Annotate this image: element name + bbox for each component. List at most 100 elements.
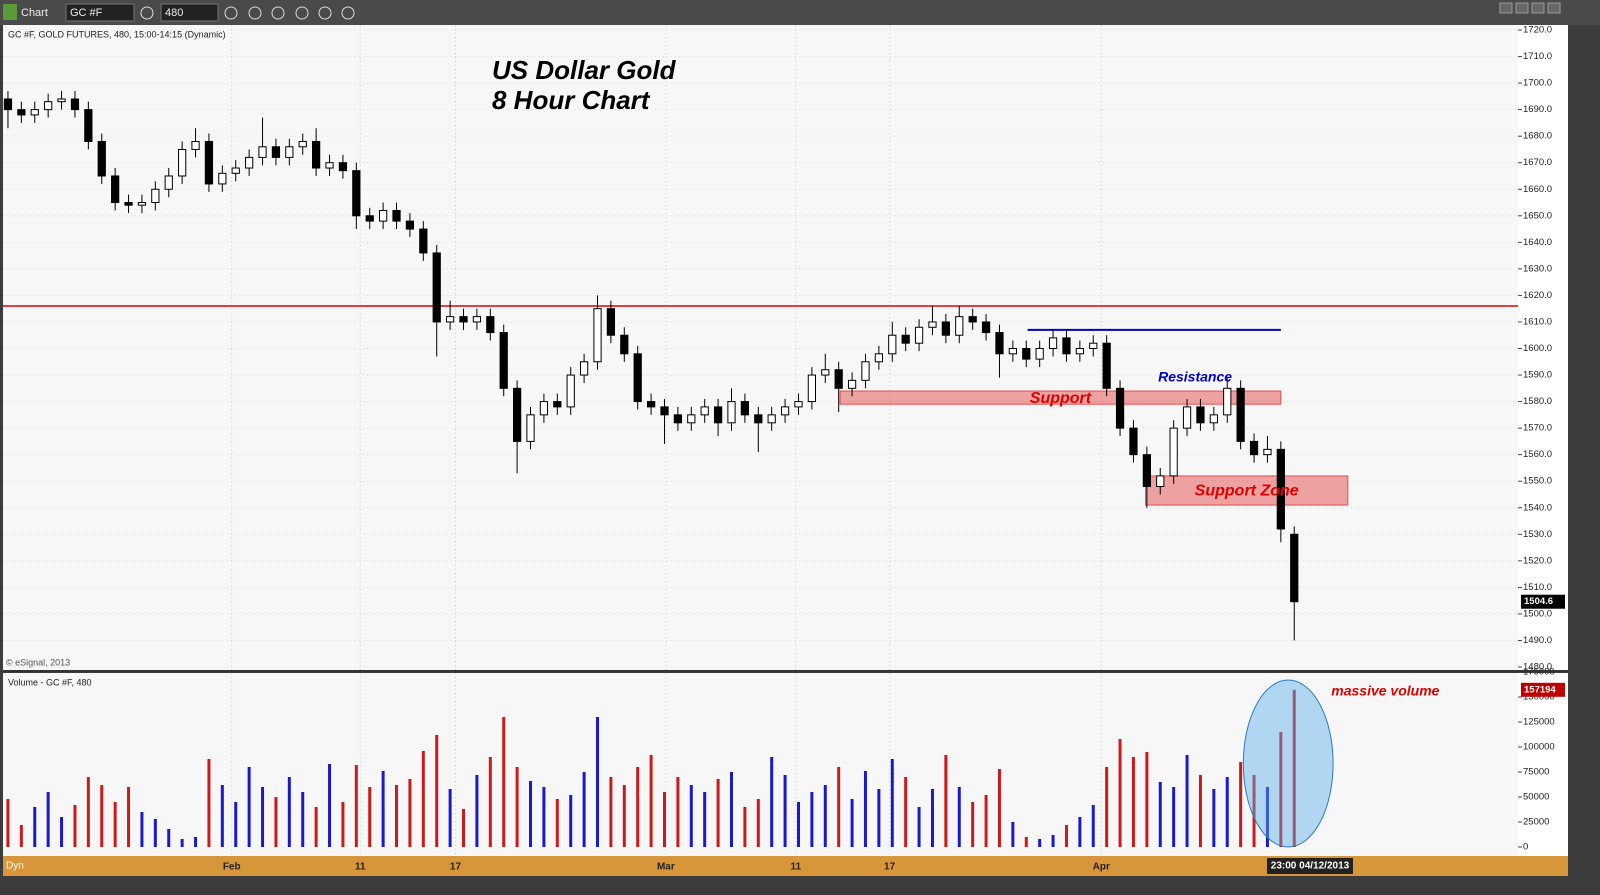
volume-bar <box>756 799 760 847</box>
candle-body <box>459 316 468 323</box>
volume-bar <box>1225 777 1229 847</box>
candle-body <box>566 374 575 408</box>
y-tick-label: 1550.0 <box>1523 476 1552 487</box>
volume-bar <box>703 792 707 847</box>
candle-body <box>472 316 482 323</box>
candle-body <box>981 321 991 334</box>
candle-body <box>968 316 977 323</box>
candle-body <box>245 156 254 169</box>
candle-body <box>445 316 455 323</box>
candle-body <box>1182 406 1192 429</box>
mode-label[interactable]: Dyn <box>6 861 24 872</box>
time-axis <box>3 856 1568 876</box>
volume-bar <box>381 771 385 847</box>
volume-bar <box>247 767 251 847</box>
volume-bar <box>153 819 157 847</box>
volume-title: Volume - GC #F, 480 <box>8 677 92 687</box>
settings-button[interactable] <box>140 6 154 20</box>
candle-body <box>151 188 160 204</box>
candle-body <box>3 98 13 111</box>
volume-bar <box>649 755 653 847</box>
candle-body <box>379 209 388 222</box>
candle-body <box>97 140 106 177</box>
candle-body <box>1249 440 1259 456</box>
volume-bar <box>1024 837 1028 847</box>
volume-bar <box>515 767 519 847</box>
cursor-time: 23:00 04/12/2013 <box>1271 861 1350 872</box>
candle-body <box>713 406 723 424</box>
volume-bar <box>234 802 238 847</box>
y-tick-label: 1540.0 <box>1523 502 1552 513</box>
volume-bar <box>1011 822 1015 847</box>
volume-bar <box>448 789 452 847</box>
candle-body <box>70 98 80 111</box>
candle-body <box>834 369 843 389</box>
volume-tick-label: 100000 <box>1523 742 1555 753</box>
volume-bar <box>529 781 533 847</box>
volume-bar <box>180 839 184 847</box>
candle-body <box>660 406 669 416</box>
volume-bar <box>274 797 278 847</box>
candle-body <box>928 321 937 328</box>
chart-title: US Dollar Gold <box>492 55 677 85</box>
volume-bar <box>140 812 144 847</box>
y-tick-label: 1710.0 <box>1523 51 1552 62</box>
candle-body <box>794 401 803 408</box>
candle-body <box>620 334 629 355</box>
refresh-button[interactable] <box>271 6 285 20</box>
candle-body <box>1048 337 1058 349</box>
candle-body <box>1236 387 1245 442</box>
link-button[interactable] <box>341 6 355 20</box>
interval[interactable]: 480 <box>165 7 183 19</box>
y-tick-label: 1660.0 <box>1523 184 1552 195</box>
candle-body <box>1263 448 1272 456</box>
zoom-button[interactable] <box>318 6 332 20</box>
volume-bar <box>60 817 64 847</box>
close-button[interactable] <box>1547 2 1561 14</box>
volume-axis <box>1518 673 1568 856</box>
maximize-button[interactable] <box>1531 2 1545 14</box>
last-price-label: 1504.6 <box>1524 596 1553 607</box>
y-tick-label: 1650.0 <box>1523 210 1552 221</box>
volume-bar <box>301 792 305 847</box>
symbol[interactable]: GC #F <box>70 7 103 19</box>
play-button[interactable] <box>295 6 309 20</box>
volume-bar <box>1198 775 1202 847</box>
volume-bar <box>984 795 988 847</box>
volume-bar <box>1185 755 1189 847</box>
volume-bar <box>127 787 131 847</box>
volume-bar <box>46 792 50 847</box>
volume-bar <box>261 787 265 847</box>
volume-bar <box>1051 835 1055 847</box>
clock-button[interactable] <box>224 6 238 20</box>
restore-button[interactable] <box>1499 2 1513 14</box>
candle-body <box>44 101 53 111</box>
y-tick-label: 1590.0 <box>1523 370 1552 381</box>
volume-bar <box>354 765 358 847</box>
y-tick-label: 1500.0 <box>1523 608 1552 619</box>
minimize-button[interactable] <box>1515 2 1529 14</box>
volume-tick-label: 150000 <box>1523 692 1555 703</box>
volume-bar <box>783 775 787 847</box>
candle-body <box>754 414 763 424</box>
volume-bar <box>890 759 894 847</box>
volume-bar <box>904 777 908 847</box>
volume-bar <box>810 792 814 847</box>
chart-header: GC #F, GOLD FUTURES, 480, 15:00-14:15 (D… <box>8 29 226 39</box>
volume-bar <box>636 767 640 847</box>
volume-bar <box>716 779 720 847</box>
volume-bar <box>743 807 747 847</box>
interval-box[interactable] <box>160 3 219 22</box>
draw-button[interactable] <box>248 6 262 20</box>
candle-body <box>646 401 656 408</box>
volume-bar <box>368 787 372 847</box>
volume-bar <box>341 802 345 847</box>
candle-body <box>231 167 240 174</box>
volume-bar <box>1158 782 1162 847</box>
symbol-box[interactable] <box>65 3 135 22</box>
y-tick-label: 1640.0 <box>1523 237 1552 248</box>
candle-body <box>204 140 214 185</box>
volume-bar <box>1038 839 1042 847</box>
candle-body <box>888 334 897 355</box>
